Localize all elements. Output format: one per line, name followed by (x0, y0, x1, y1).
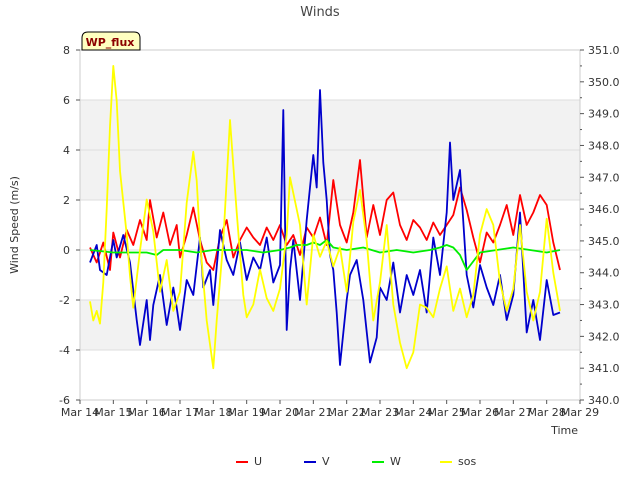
x-tick-label-13: Mar 27 (494, 406, 532, 419)
y2-tick-label-9: 349.0 (588, 108, 620, 121)
y-tick-label-3: 0 (63, 244, 70, 257)
chart-title: Winds (300, 5, 340, 20)
x-tick-label-8: Mar 22 (328, 406, 366, 419)
x-axis-label: Time (550, 424, 578, 437)
y2-tick-label-10: 350.0 (588, 76, 620, 89)
y-tick-label-6: 6 (63, 94, 70, 107)
series-line-u (89, 159, 561, 271)
x-tick-label-12: Mar 26 (461, 406, 499, 419)
y-tick-label-1: -4 (59, 344, 70, 357)
y2-tick-label-2: 342.0 (588, 330, 620, 343)
x-tick-label-3: Mar 17 (161, 406, 199, 419)
x-tick-label-5: Mar 19 (228, 406, 266, 419)
y2-tick-label-4: 344.0 (588, 267, 620, 280)
y2-tick-label-1: 341.0 (588, 362, 620, 375)
x-tick-label-14: Mar 28 (528, 406, 566, 419)
legend-label-sos: sos (458, 455, 476, 468)
series-line-v (89, 89, 561, 366)
series-lines (89, 65, 561, 370)
y2-tick-label-0: 340.0 (588, 394, 620, 407)
x-tick-label-7: Mar 21 (294, 406, 332, 419)
x-tick-label-2: Mar 16 (128, 406, 166, 419)
y-tick-label-7: 8 (63, 44, 70, 57)
series-line-sos (89, 65, 561, 370)
x-tick-label-1: Mar 15 (94, 406, 132, 419)
y-tick-label-4: 2 (63, 194, 70, 207)
station-badge: WP_flux (81, 31, 141, 51)
y2-tick-label-5: 345.0 (588, 235, 620, 248)
y-axis-label: Wind Speed (m/s) (8, 176, 21, 274)
legend-label-v: V (322, 455, 330, 468)
y2-tick-label-8: 348.0 (588, 139, 620, 152)
station-badge-label: WP_flux (86, 36, 135, 49)
x-tick-label-4: Mar 18 (194, 406, 232, 419)
y2-tick-label-6: 346.0 (588, 203, 620, 216)
band-0 (80, 300, 580, 350)
legend-label-w: W (390, 455, 401, 468)
x-tick-label-6: Mar 20 (261, 406, 299, 419)
x-tick-label-0: Mar 14 (61, 406, 99, 419)
x-tick-label-9: Mar 23 (361, 406, 399, 419)
y-tick-label-2: -2 (59, 294, 70, 307)
y2-tick-label-7: 347.0 (588, 171, 620, 184)
x-tick-label-15: Mar 29 (561, 406, 599, 419)
y2-tick-label-11: 351.0 (588, 44, 620, 57)
x-tick-label-11: Mar 25 (428, 406, 466, 419)
y-tick-label-0: -6 (59, 394, 70, 407)
y2-tick-label-3: 343.0 (588, 299, 620, 312)
y-tick-label-5: 4 (63, 144, 70, 157)
legend-label-u: U (254, 455, 262, 468)
x-tick-label-10: Mar 24 (394, 406, 432, 419)
